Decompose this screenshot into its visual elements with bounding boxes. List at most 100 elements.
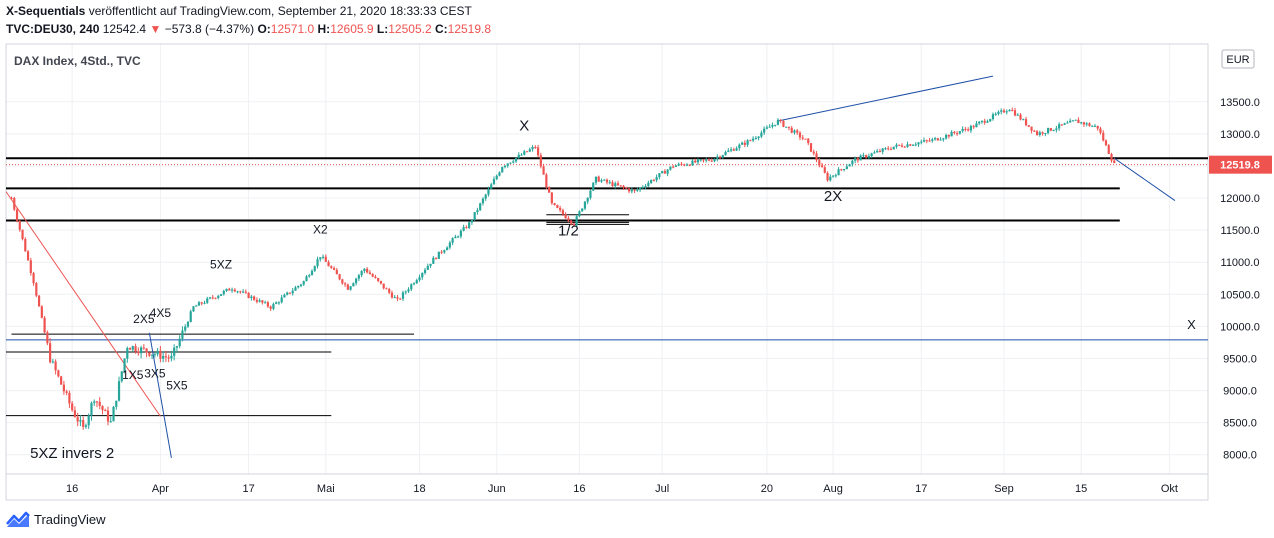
candle-body [889, 149, 893, 151]
candle-body [308, 275, 311, 277]
candle-body [694, 160, 697, 163]
candle-body [854, 158, 857, 161]
candle-body [1104, 140, 1108, 146]
candle-body [396, 297, 399, 299]
candle-body [823, 167, 826, 173]
candle-body [986, 121, 989, 123]
candle-body [1047, 128, 1050, 133]
candle-body [468, 222, 471, 228]
candle-body [933, 138, 937, 140]
candle-body [393, 297, 396, 299]
currency-box[interactable]: EUR [1221, 49, 1255, 69]
candle-body [865, 155, 868, 158]
candle-body [206, 298, 209, 303]
high-value: 12605.9 [330, 22, 374, 36]
candle-body [1041, 132, 1044, 134]
y-tick-label: 8500.0 [1223, 418, 1257, 430]
candle-body [721, 155, 724, 158]
candle-body [87, 415, 90, 426]
candle-body [62, 384, 65, 392]
candle-body [429, 263, 432, 266]
candle-body [696, 159, 700, 163]
candle-body [1082, 122, 1086, 125]
candle-body [18, 220, 21, 230]
author-name: X-Sequentials [6, 4, 86, 18]
candle-body [90, 402, 93, 416]
candle-body [950, 131, 953, 137]
candle-body [418, 277, 421, 281]
change-value: −573.8 (−4.37%) [164, 22, 255, 36]
candle-body [197, 302, 201, 306]
candle-body [1110, 153, 1113, 161]
candle-body [774, 124, 777, 126]
candle-body [32, 273, 35, 284]
candle-body [21, 229, 24, 240]
candle-body [404, 291, 407, 293]
candle-body [123, 358, 126, 372]
candle-body [1033, 130, 1036, 132]
candle-body [630, 189, 633, 192]
price-axis[interactable]: 8000.0 8500.0 9000.0 9500.0 10000.0 10500.0 11… [1220, 97, 1260, 462]
candle-body [79, 420, 82, 422]
annotation-label: 5XZ invers 2 [30, 445, 114, 462]
candle-body [321, 256, 325, 258]
x-tick-label: 20 [761, 483, 773, 495]
candle-body [476, 210, 479, 213]
candle-body [509, 162, 512, 164]
candle-body [390, 292, 394, 298]
candle-body [501, 167, 504, 173]
candle-body [434, 257, 438, 259]
brand-name: TradingView [34, 511, 106, 527]
candle-body [1016, 114, 1019, 116]
candle-body [51, 361, 54, 363]
candle-body [600, 180, 603, 182]
candle-body [432, 257, 435, 264]
y-tick-label: 13500.0 [1220, 97, 1260, 109]
candle-body [1027, 125, 1030, 127]
candle-body [669, 166, 672, 170]
candle-body [13, 198, 16, 210]
candle-body [746, 140, 749, 145]
candle-body [106, 410, 110, 422]
y-tick-label: 8000.0 [1223, 450, 1257, 462]
candle-body [115, 400, 118, 407]
candle-body [126, 348, 129, 359]
candle-body [793, 130, 796, 133]
y-tick-label: 10500.0 [1220, 289, 1260, 301]
close-value: 12519.8 [447, 22, 492, 36]
candle-body [239, 291, 242, 293]
x-tick-label: Apr [152, 483, 169, 495]
candle-body [1008, 109, 1011, 112]
candle-body [230, 289, 234, 291]
candle-body [878, 150, 882, 152]
candle-body [958, 131, 961, 134]
grid [6, 44, 1208, 474]
candle-body [969, 126, 973, 131]
candle-body [724, 151, 727, 156]
candle-body [490, 184, 493, 189]
candle-body [586, 197, 589, 202]
symbol-label: TVC:DEU30, 240 [6, 22, 100, 36]
candle-body [892, 146, 895, 150]
candle-body [46, 332, 49, 344]
candle-body [385, 288, 388, 290]
candle-body [583, 201, 587, 209]
candle-body [330, 266, 333, 269]
candle-body [302, 281, 305, 285]
candle-body [10, 198, 13, 200]
candle-body [338, 274, 341, 280]
candle-body [277, 302, 281, 304]
candle-body [200, 302, 203, 304]
time-axis[interactable]: 16 Apr 17 Mai 18 Jun 16 Jul 20 Aug 17 Sep 15 Okt [66, 483, 1178, 495]
candle-body [1113, 160, 1116, 164]
candle-body [688, 164, 691, 166]
candle-body [785, 126, 788, 128]
candle-body [346, 284, 349, 290]
candle-body [470, 220, 474, 223]
tradingview-brand[interactable]: TradingView [6, 510, 106, 528]
candle-body [371, 274, 374, 277]
candle-body [980, 120, 984, 122]
candle-body [972, 126, 975, 128]
